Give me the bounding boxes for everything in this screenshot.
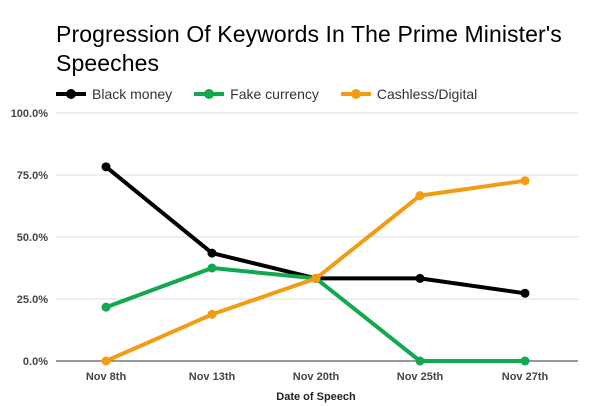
series-line-cashless-digital — [104, 178, 527, 363]
legend-swatch-fake-currency — [194, 87, 225, 101]
data-point-fake-currency — [207, 263, 217, 273]
x-tick-label: Nov 8th — [86, 371, 127, 383]
legend-item-fake-currency[interactable]: Fake currency — [194, 86, 319, 102]
x-tick-label: Nov 27th — [502, 371, 549, 383]
data-point-black-money — [415, 273, 425, 283]
data-point-cashless-digital — [520, 176, 530, 186]
legend-swatch-black-money — [56, 87, 86, 101]
data-point-black-money — [520, 288, 530, 298]
x-tick-label: Nov 20th — [293, 371, 340, 383]
data-point-black-money — [207, 248, 217, 258]
y-tick-label: 50.0% — [17, 232, 48, 244]
data-point-fake-currency — [520, 356, 530, 366]
y-tick-label: 100.0% — [11, 108, 49, 120]
x-axis-title: Date of Speech — [276, 391, 356, 403]
y-tick-label: 0.0% — [23, 356, 48, 368]
y-tick-label: 75.0% — [17, 170, 48, 182]
data-point-cashless-digital — [207, 309, 217, 319]
legend-label-fake-currency: Fake currency — [230, 86, 319, 102]
legend-item-black-money[interactable]: Black money — [56, 86, 172, 102]
data-point-fake-currency — [101, 302, 111, 312]
legend-label-cashless-digital: Cashless/Digital — [376, 86, 478, 102]
chart-title: Progression Of Keywords In The Prime Min… — [56, 21, 562, 76]
x-tick-label: Nov 25th — [397, 371, 444, 383]
data-point-cashless-digital — [101, 356, 111, 366]
legend-swatch-cashless-digital — [340, 87, 371, 101]
y-tick-label: 25.0% — [17, 294, 48, 306]
data-point-fake-currency — [415, 356, 425, 366]
legend-label-black-money: Black money — [92, 86, 173, 102]
legend: Black money Fake currency Cashless/Digit… — [56, 84, 499, 104]
data-point-cashless-digital — [415, 191, 425, 201]
data-point-cashless-digital — [311, 273, 321, 283]
data-point-black-money — [101, 162, 111, 172]
legend-item-cashless-digital[interactable]: Cashless/Digital — [340, 86, 478, 102]
x-tick-label: Nov 13th — [189, 371, 236, 383]
